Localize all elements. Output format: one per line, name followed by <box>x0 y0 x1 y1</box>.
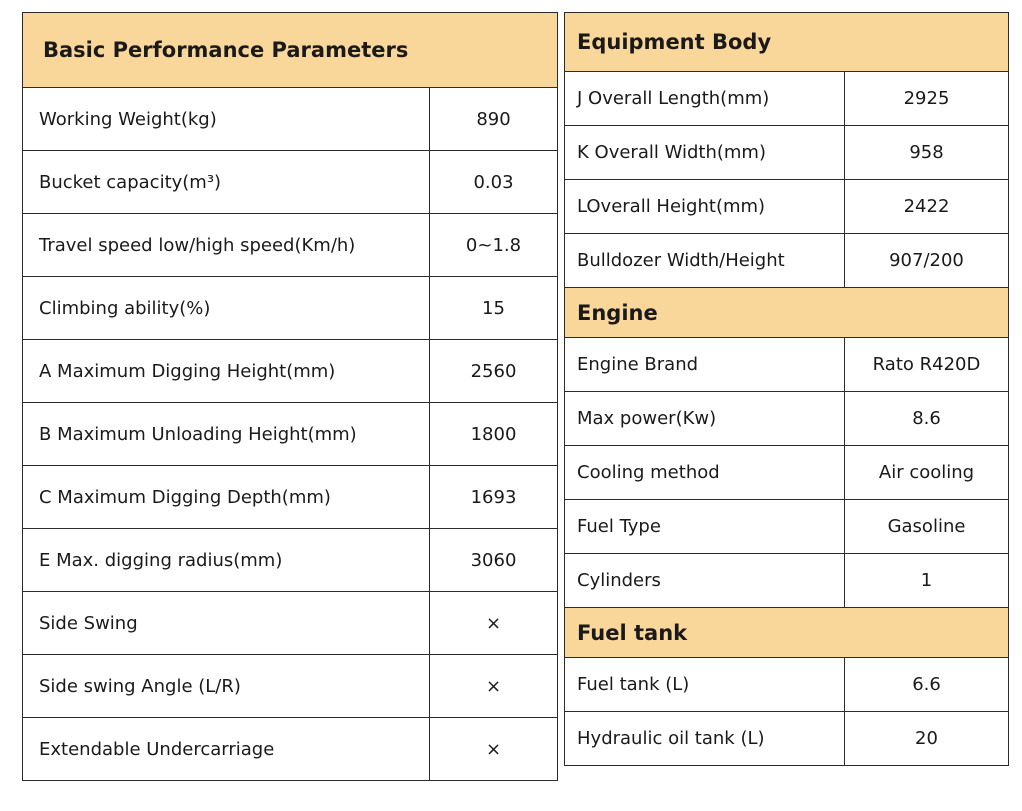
spec-label: C Maximum Digging Depth(mm) <box>22 465 430 529</box>
spec-value: 8.6 <box>843 391 1010 446</box>
spec-row: Fuel Type Gasoline <box>564 499 1010 554</box>
spec-label: Side Swing <box>22 591 430 655</box>
spec-label: B Maximum Unloading Height(mm) <box>22 402 430 466</box>
spec-value: 2422 <box>843 179 1010 234</box>
spec-value: Rato R420D <box>843 337 1010 392</box>
spec-value: 907/200 <box>843 233 1010 288</box>
spec-row: B Maximum Unloading Height(mm) 1800 <box>22 402 558 466</box>
spec-label: Bucket capacity(m³) <box>22 150 430 214</box>
spec-row: Hydraulic oil tank (L) 20 <box>564 711 1010 766</box>
spec-row: Cooling method Air cooling <box>564 445 1010 500</box>
spec-value: 2560 <box>429 339 558 403</box>
spec-row: Bucket capacity(m³) 0.03 <box>22 150 558 214</box>
spec-value: 6.6 <box>843 657 1010 712</box>
spec-value: 15 <box>429 276 558 340</box>
spec-label: A Maximum Digging Height(mm) <box>22 339 430 403</box>
equipment-body-title: Equipment Body <box>563 12 1010 72</box>
spec-value: × <box>429 654 558 718</box>
spec-row: Travel speed low/high speed(Km/h) 0~1.8 <box>22 213 558 277</box>
spec-row: Engine Brand Rato R420D <box>564 337 1010 392</box>
spec-label: Fuel tank (L) <box>564 657 845 712</box>
spec-label: Working Weight(kg) <box>22 87 430 151</box>
spec-row: Bulldozer Width/Height 907/200 <box>564 233 1010 288</box>
spec-label: Cooling method <box>564 445 845 500</box>
spec-value: 0~1.8 <box>429 213 558 277</box>
spec-value: 958 <box>843 125 1010 180</box>
specs-table: Equipment Body J Overall Length(mm) 2925 K … <box>563 12 1010 766</box>
spec-label: Extendable Undercarriage <box>22 717 430 781</box>
spec-label: Side swing Angle (L/R) <box>22 654 430 718</box>
spec-value: × <box>429 591 558 655</box>
spec-label: LOverall Height(mm) <box>564 179 845 234</box>
spec-value: 2925 <box>843 71 1010 126</box>
spec-row: K Overall Width(mm) 958 <box>564 125 1010 180</box>
spec-row: Cylinders 1 <box>564 553 1010 608</box>
basic-performance-title: Basic Performance Parameters <box>22 12 558 88</box>
spec-row: LOverall Height(mm) 2422 <box>564 179 1010 234</box>
spec-value: 3060 <box>429 528 558 592</box>
spec-row: Side swing Angle (L/R) × <box>22 654 558 718</box>
fuel-tank-title: Fuel tank <box>563 607 1010 658</box>
engine-title: Engine <box>563 287 1010 338</box>
spec-row: Max power(Kw) 8.6 <box>564 391 1010 446</box>
spec-label: Cylinders <box>564 553 845 608</box>
spec-value: 890 <box>429 87 558 151</box>
spec-label: Engine Brand <box>564 337 845 392</box>
spec-row: Side Swing × <box>22 591 558 655</box>
spec-row: A Maximum Digging Height(mm) 2560 <box>22 339 558 403</box>
spec-label: J Overall Length(mm) <box>564 71 845 126</box>
spec-value: 0.03 <box>429 150 558 214</box>
spec-value: Gasoline <box>843 499 1010 554</box>
spec-row: E Max. digging radius(mm) 3060 <box>22 528 558 592</box>
spec-row: J Overall Length(mm) 2925 <box>564 71 1010 126</box>
spec-label: Max power(Kw) <box>564 391 845 446</box>
spec-row: C Maximum Digging Depth(mm) 1693 <box>22 465 558 529</box>
spec-value: 1800 <box>429 402 558 466</box>
spec-label: K Overall Width(mm) <box>564 125 845 180</box>
spec-label: Travel speed low/high speed(Km/h) <box>22 213 430 277</box>
spec-value: 1 <box>843 553 1010 608</box>
spec-label: E Max. digging radius(mm) <box>22 528 430 592</box>
spec-row: Climbing ability(%) 15 <box>22 276 558 340</box>
spec-label: Climbing ability(%) <box>22 276 430 340</box>
spec-value: × <box>429 717 558 781</box>
spec-label: Bulldozer Width/Height <box>564 233 845 288</box>
spec-row: Extendable Undercarriage × <box>22 717 558 781</box>
spec-value: 1693 <box>429 465 558 529</box>
spec-label: Fuel Type <box>564 499 845 554</box>
spec-row: Fuel tank (L) 6.6 <box>564 657 1010 712</box>
spec-value: Air cooling <box>843 445 1010 500</box>
spec-label: Hydraulic oil tank (L) <box>564 711 845 766</box>
spec-row: Working Weight(kg) 890 <box>22 87 558 151</box>
basic-performance-table: Basic Performance Parameters Working Wei… <box>22 12 558 781</box>
spec-value: 20 <box>843 711 1010 766</box>
